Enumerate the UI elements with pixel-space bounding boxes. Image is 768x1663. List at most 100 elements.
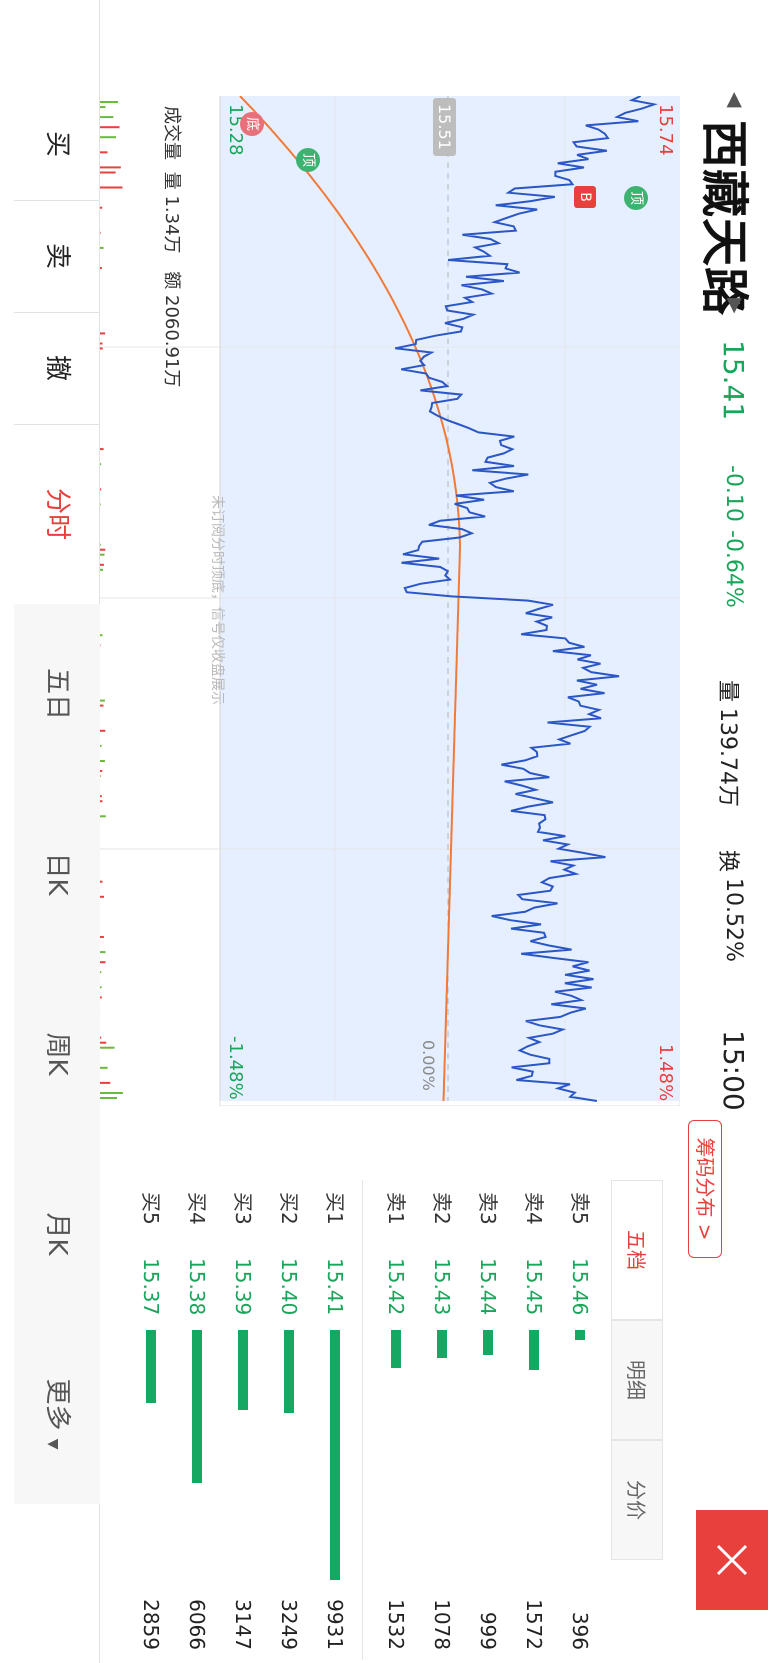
intraday-chart[interactable]	[80, 96, 680, 1106]
level-price: 15.44	[476, 1258, 500, 1316]
bottom-signal-text: 底	[244, 117, 260, 131]
chart-low-pct: -1.48%	[225, 1036, 246, 1100]
level-volume-bar	[238, 1330, 248, 1410]
nav-more-label: 更多	[42, 1378, 72, 1431]
turnover-value: 10.52%	[721, 878, 746, 962]
chart-high-price: 15.74	[655, 104, 676, 156]
level-label: 买5	[139, 1192, 163, 1225]
nav-sell[interactable]: 卖	[42, 242, 72, 269]
level-label: 卖4	[522, 1192, 546, 1225]
tab-five-levels[interactable]: 五档	[611, 1180, 663, 1320]
level-volume: 3249	[277, 1599, 301, 1650]
volume-value: 139.74万	[715, 708, 740, 807]
close-button[interactable]	[696, 1510, 768, 1610]
level-label: 买3	[231, 1192, 255, 1225]
volume-info: 成交量 量 1.34万 额 2060.91万	[160, 106, 186, 387]
level-label: 卖1	[384, 1192, 408, 1225]
nav-buy[interactable]: 买	[42, 130, 72, 157]
volume-info-label: 成交量	[161, 106, 182, 160]
level-volume: 3147	[231, 1599, 255, 1650]
amount-info: 额 2060.91万	[161, 271, 182, 388]
bid-level-row[interactable]: 买4 15.38 6066	[174, 1180, 220, 1650]
level-price: 15.46	[568, 1258, 592, 1316]
price-change-pct: -0.64%	[721, 530, 746, 608]
order-book-panel: 五档 明细 分价 卖5 15.46 396 卖4 15.45 1572 卖3 15.44 999…	[103, 1180, 663, 1663]
level-price: 15.39	[231, 1258, 255, 1316]
chip-distribution-button[interactable]: 筹码分布 >	[688, 1120, 722, 1258]
tab-details[interactable]: 明细	[611, 1320, 663, 1440]
nav-cancel[interactable]: 撤	[42, 354, 72, 381]
level-volume: 1572	[522, 1599, 546, 1650]
buy-signal-text: B	[577, 192, 593, 202]
level-label: 卖5	[568, 1192, 592, 1225]
ask-level-row[interactable]: 卖3 15.44 999	[465, 1180, 511, 1650]
ask-levels: 卖5 15.46 396 卖4 15.45 1572 卖3 15.44 999 卖2 15.43 10…	[368, 1180, 603, 1650]
nav-weekly-k[interactable]: 周K	[14, 964, 100, 1144]
average-price-line	[239, 96, 462, 1102]
price-line	[394, 96, 658, 1102]
current-price: 15.41	[717, 340, 750, 421]
nav-intraday[interactable]: 分时	[42, 487, 72, 540]
bid-levels: 买1 15.41 9931 买2 15.40 3249 买3 15.39 3147 买4 15.38…	[123, 1180, 358, 1650]
quote-time: 15:00	[717, 1030, 750, 1111]
bid-level-row[interactable]: 买1 15.41 9931	[312, 1180, 358, 1650]
level-label: 卖2	[430, 1192, 454, 1225]
nav-more[interactable]: 更多 ▼	[14, 1324, 100, 1504]
level-price: 15.37	[139, 1258, 163, 1316]
signal-watermark: 未订阅分时顶底，信号仅收盘展示	[209, 495, 225, 705]
level-volume: 1532	[384, 1599, 408, 1650]
level-label: 买4	[185, 1192, 209, 1225]
level-volume-bar	[330, 1330, 340, 1580]
level-volume-bar	[483, 1330, 493, 1355]
level-volume: 9931	[323, 1599, 347, 1650]
level-price: 15.43	[430, 1258, 454, 1316]
stock-name: 西藏天路	[696, 120, 752, 317]
tab-price-distribution[interactable]: 分价	[611, 1440, 663, 1560]
bottom-nav: 买 卖 撤 分时 五日 日K 周K 月K 更多 ▼	[0, 0, 100, 1663]
nav-five-day[interactable]: 五日	[14, 604, 100, 784]
level-volume: 396	[568, 1611, 592, 1650]
level-volume-bar	[192, 1330, 202, 1483]
level-volume-bar	[437, 1330, 447, 1358]
level-volume: 2859	[139, 1599, 163, 1650]
level-volume-bar	[529, 1330, 539, 1370]
zero-pct-label: 0.00%	[419, 1040, 438, 1091]
volume-info-value: 量 1.34万	[161, 171, 182, 254]
level-volume-bar	[391, 1330, 401, 1368]
bid-level-row[interactable]: 买3 15.39 3147	[220, 1180, 266, 1650]
top-signal-text: 顶	[628, 191, 644, 205]
next-stock-icon[interactable]: ▶	[724, 298, 748, 314]
order-book-divider	[362, 1180, 363, 1660]
top-signal-marker: 顶	[624, 186, 648, 210]
close-icon	[716, 1544, 748, 1576]
top-signal-text: 顶	[300, 153, 316, 167]
chevron-down-icon: ▼	[45, 1438, 61, 1450]
level-label: 卖3	[476, 1192, 500, 1225]
ask-level-row[interactable]: 卖2 15.43 1078	[419, 1180, 465, 1650]
turnover-label: 换	[715, 850, 740, 873]
volume-label: 量	[715, 680, 740, 703]
level-volume: 1078	[430, 1599, 454, 1650]
back-icon[interactable]: ◀	[724, 92, 748, 108]
buy-signal-marker: B	[574, 186, 596, 208]
bid-level-row[interactable]: 买5 15.37 2859	[128, 1180, 174, 1650]
level-label: 买1	[323, 1192, 347, 1225]
level-price: 15.42	[384, 1258, 408, 1316]
nav-monthly-k[interactable]: 月K	[14, 1144, 100, 1324]
price-change: -0.10	[721, 465, 746, 522]
level-volume-bar	[575, 1330, 585, 1340]
ask-level-row[interactable]: 卖4 15.45 1572	[511, 1180, 557, 1650]
level-volume-bar	[146, 1330, 156, 1403]
level-label: 买2	[277, 1192, 301, 1225]
ask-level-row[interactable]: 卖1 15.42 1532	[373, 1180, 419, 1650]
nav-daily-k[interactable]: 日K	[14, 784, 100, 964]
top-signal-marker: 顶	[296, 148, 320, 172]
level-price: 15.38	[185, 1258, 209, 1316]
ask-level-row[interactable]: 卖5 15.46 396	[557, 1180, 603, 1650]
level-volume: 6066	[185, 1599, 209, 1650]
level-price: 15.41	[323, 1258, 347, 1316]
avg-price-tag: 15.51	[433, 98, 456, 156]
level-price: 15.45	[522, 1258, 546, 1316]
bid-level-row[interactable]: 买2 15.40 3249	[266, 1180, 312, 1650]
avg-price-value: 15.51	[435, 104, 454, 150]
